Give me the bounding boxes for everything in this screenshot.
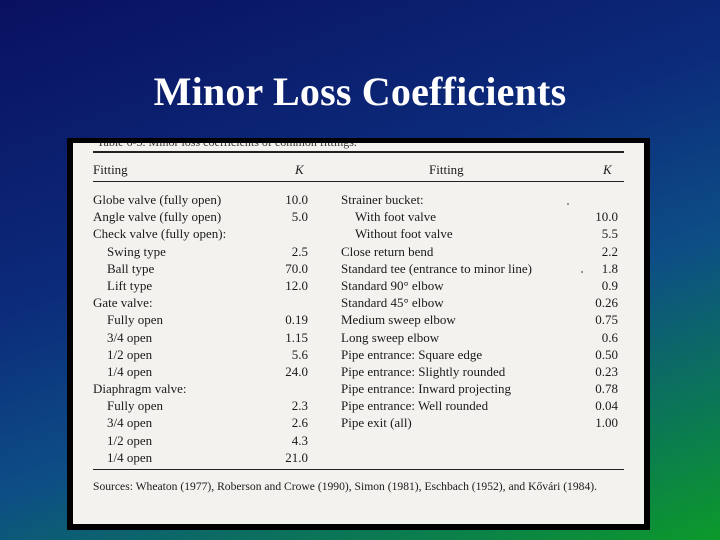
- fitting-name: Standard 45° elbow: [341, 295, 444, 311]
- k-value: [578, 191, 618, 208]
- fitting-name: Medium sweep elbow: [341, 312, 456, 328]
- fitting-name: 1/4 open: [107, 449, 153, 465]
- k-value: 1.15: [285, 329, 308, 345]
- header-fitting-left: Fitting: [93, 162, 128, 177]
- k-value: [263, 380, 308, 397]
- fitting-name: With foot valve: [355, 209, 437, 225]
- k-value: 0.26: [595, 295, 618, 311]
- k-value: 0.50: [595, 346, 618, 362]
- table-top-rule: [93, 151, 624, 153]
- fitting-name: Long sweep elbow: [341, 329, 440, 345]
- k-value: 10.0: [285, 192, 308, 207]
- fitting-name: Pipe entrance: Well rounded: [341, 398, 489, 414]
- k-value: 10.0: [595, 209, 618, 225]
- fitting-name: Fully open: [107, 398, 163, 414]
- left-k-values: 10.0 5.0 2.5 70.0 12.0 0.19 1.15 5.6 24.0 2.3 2.6 4…: [263, 191, 308, 466]
- k-value: 0.19: [285, 312, 308, 328]
- header-k-left: K: [295, 162, 304, 177]
- k-value: [263, 294, 308, 311]
- header-rule: [93, 181, 624, 182]
- fitting-name: Pipe entrance: Inward projecting: [341, 381, 512, 397]
- fitting-name: 1/4 open: [107, 363, 153, 379]
- fitting-name: Pipe entrance: Slightly rounded: [341, 363, 506, 379]
- k-value: 2.5: [291, 243, 308, 259]
- k-value: 1.00: [595, 415, 618, 431]
- table-caption-cropped: Table 6-3. Minor loss coefficients of co…: [97, 143, 357, 151]
- scanned-page: Table 6-3. Minor loss coefficients of co…: [73, 143, 644, 524]
- k-value: 0.23: [595, 363, 618, 379]
- k-value: 12.0: [285, 277, 308, 293]
- k-value: 0.78: [595, 381, 618, 397]
- header-k-right: K: [603, 162, 612, 177]
- k-value: 2.3: [291, 398, 308, 414]
- right-k-values: 10.0 5.5 2.2 1.8 0.9 0.26 0.75 0.6 0.50 0.23 0.78 0…: [578, 191, 618, 432]
- header-fitting-right: Fitting: [429, 162, 464, 177]
- fitting-name: Lift type: [107, 277, 153, 293]
- fitting-name: Diaphragm valve:: [93, 381, 187, 397]
- fitting-name: Fully open: [107, 312, 163, 328]
- k-value: 0.6: [601, 329, 618, 345]
- k-value: 1.8: [601, 260, 618, 276]
- k-value: 5.0: [291, 209, 308, 225]
- k-value: [263, 225, 308, 242]
- slide-title: Minor Loss Coefficients: [153, 69, 567, 114]
- k-value: 5.6: [291, 346, 308, 362]
- table-bottom-rule: [93, 469, 624, 470]
- scan-speck: [581, 271, 583, 273]
- k-value: 2.6: [291, 415, 308, 431]
- fitting-name: Check valve (fully open):: [93, 226, 227, 242]
- k-value: 0.9: [601, 277, 618, 293]
- fitting-name: Without foot valve: [355, 226, 453, 242]
- k-value: 2.2: [601, 243, 618, 259]
- fitting-name: Close return bend: [341, 243, 434, 259]
- left-fitting-names: Globe valve (fully open) Angle valve (ful…: [93, 191, 226, 466]
- k-value: 70.0: [285, 260, 308, 276]
- scanned-table-image: Table 6-3. Minor loss coefficients of co…: [67, 138, 650, 530]
- fitting-name: 1/2 open: [107, 346, 153, 362]
- k-value: 0.04: [595, 398, 618, 414]
- fitting-name: Globe valve (fully open): [93, 192, 222, 207]
- fitting-name: Swing type: [107, 243, 166, 259]
- scan-speck: [567, 203, 569, 205]
- fitting-name: Ball type: [107, 260, 155, 276]
- fitting-name: Strainer bucket:: [341, 192, 424, 207]
- fitting-name: Angle valve (fully open): [93, 209, 222, 225]
- k-value: 21.0: [285, 449, 308, 465]
- k-value: 24.0: [285, 363, 308, 379]
- fitting-name: Gate valve:: [93, 295, 153, 311]
- fitting-name: Pipe exit (all): [341, 415, 412, 431]
- fitting-name: 3/4 open: [107, 415, 153, 431]
- fitting-name: Standard 90° elbow: [341, 277, 444, 293]
- fitting-name: Standard tee (entrance to minor line): [341, 260, 532, 276]
- fitting-name: 3/4 open: [107, 329, 153, 345]
- fitting-name: Pipe entrance: Square edge: [341, 346, 483, 362]
- k-value: 5.5: [601, 226, 618, 242]
- sources-note: Sources: Wheaton (1977), Roberson and Cr…: [93, 480, 598, 493]
- fitting-name: 1/2 open: [107, 432, 153, 448]
- k-value: 0.75: [595, 312, 618, 328]
- right-fitting-names: Strainer bucket: With foot valve Without f…: [341, 191, 532, 432]
- k-value: 4.3: [291, 432, 308, 448]
